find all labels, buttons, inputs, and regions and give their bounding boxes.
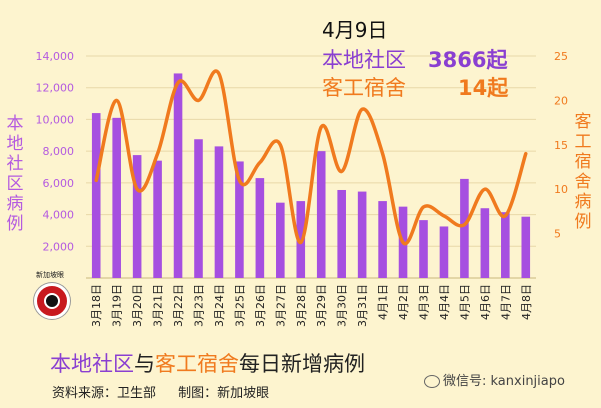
summary-dorm-value: 14起 [458,76,509,100]
bottom-title: 本地社区与客工宿舍每日新增病例 [50,348,365,378]
bar [480,208,490,278]
x-tick-label: 3月29日 [315,284,328,327]
bar [153,160,162,278]
watermark: 微信号: kanxinjiapo [424,370,565,389]
left-tick-label: 12,000 [36,82,75,95]
x-tick-label: 3月30日 [336,284,349,327]
x-tick-label: 3月22日 [172,284,185,327]
right-tick-label: 10 [554,183,568,196]
wechat-icon [424,375,440,388]
left-axis-label: 本地社区病例 [6,114,24,234]
x-axis-ticks: 3月18日 3月19日 3月20日 3月21日 3月22日 3月23日 3月24日 3月25日… [90,284,533,327]
left-tick-label: 6,000 [43,177,75,190]
bottom-title-dorm: 客工宿舍 [155,352,239,376]
x-tick-label: 3月21日 [152,284,165,327]
summary-dorm-label: 客工宿舍 [322,76,406,100]
left-axis-ticks: 2,000 4,000 6,000 8,000 10,000 12,000 14,000 [36,50,75,253]
x-tick-label: 3月24日 [213,284,226,327]
bar [357,191,367,278]
x-tick-label: 4月4日 [438,284,451,320]
x-tick-label: 3月27日 [274,284,287,327]
bar [194,139,203,278]
right-tick-label: 25 [554,50,568,63]
x-tick-label: 3月28日 [295,284,308,327]
bar [132,155,142,278]
bottom-title-and: 与 [134,352,155,376]
left-tick-label: 10,000 [36,113,75,126]
bar [521,216,531,278]
x-tick-label: 4月7日 [499,284,512,320]
bar [112,117,121,278]
x-tick-label: 3月19日 [111,284,124,327]
made-by-text: 制图：新加坡眼 [178,386,270,401]
x-tick-label: 4月5日 [458,284,471,320]
credits: 资料来源：卫生部 制图：新加坡眼 [52,382,287,401]
summary-local-value: 3866起 [428,48,508,72]
logo-icon [34,283,70,319]
left-tick-label: 4,000 [43,209,75,222]
left-tick-label: 8,000 [43,145,75,158]
bottom-title-rest: 每日新增病例 [239,352,365,376]
bar [255,178,265,278]
x-tick-label: 3月23日 [193,284,206,327]
x-tick-label: 4月6日 [479,284,492,320]
bar [337,189,346,278]
series-line [94,69,528,246]
source-text: 资料来源：卫生部 [52,386,157,401]
bar [460,178,469,278]
logo-text: 新加坡眼 [36,271,64,279]
bar-series-local [91,73,531,278]
bar [439,226,449,278]
x-tick-label: 4月2日 [397,284,410,320]
x-tick-label: 4月1日 [377,284,390,320]
x-tick-label: 3月25日 [233,284,246,327]
bar [91,113,101,278]
date-title: 4月9日 [322,18,388,42]
summary-local-label: 本地社区 [322,48,406,72]
x-tick-label: 3月18日 [90,284,103,327]
bar [378,201,387,278]
bottom-title-local: 本地社区 [50,352,134,376]
right-axis-label: 客工宿舍病例 [574,112,592,232]
x-tick-label: 4月3日 [418,284,431,320]
x-tick-label: 3月31日 [356,284,369,327]
right-axis-ticks: 5 10 15 20 25 [554,50,568,241]
right-tick-label: 15 [554,139,568,152]
x-tick-label: 3月26日 [254,284,267,327]
line-series-dorm [94,69,528,246]
bar [296,201,306,278]
right-tick-label: 20 [554,94,568,107]
bar [276,202,285,278]
eye-icon [44,293,60,309]
watermark-text: 微信号: kanxinjiapo [443,374,565,389]
x-tick-label: 4月8日 [520,284,533,320]
x-tick-label: 3月20日 [131,284,144,327]
bar [173,73,183,278]
left-tick-label: 2,000 [43,240,75,253]
bar [316,151,326,278]
right-tick-label: 5 [554,228,561,241]
bar [419,220,428,278]
bar [501,212,510,278]
left-tick-label: 14,000 [36,50,75,63]
logo: 新加坡眼 [22,270,78,340]
bar [214,146,224,278]
bar [235,161,244,278]
